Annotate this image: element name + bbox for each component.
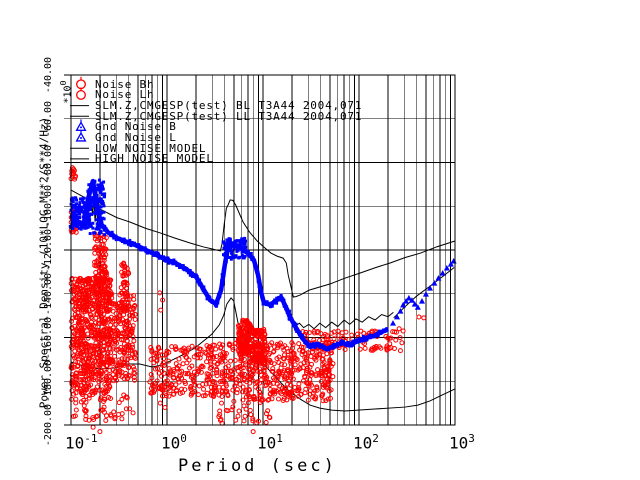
y-axis-multiplier: *100	[57, 74, 73, 110]
legend-label-low-noise-model: LOW NOISE MODEL	[95, 141, 207, 155]
y-axis-title: Power Spectral Density (10*LOG M**2/S**4…	[37, 116, 51, 409]
y-tick-label: -40.00	[43, 56, 54, 94]
x-tick-label: 100	[161, 432, 187, 453]
x-tick-label: 101	[257, 432, 283, 453]
y-axis-multiplier-exponent: 0	[58, 80, 68, 86]
x-tick-label: 102	[353, 432, 379, 453]
legend-label-gnd-noise-b: Gnd Noise B	[95, 120, 177, 134]
legend-symbol-noise-bh	[76, 76, 86, 90]
x-tick-label: 103	[449, 432, 475, 453]
series-noise-bh	[68, 165, 168, 435]
legend-label-noise-lh: Noise Lh	[95, 88, 155, 102]
legend-label-noise-bh: Noise Bh	[95, 77, 155, 91]
series-low-noise-model	[70, 297, 456, 412]
x-axis-title: Period (sec)	[178, 456, 337, 476]
x-tick-label: 10-1	[65, 432, 98, 453]
legend-symbol-gnd-noise-b	[75, 119, 87, 131]
legend-label-slm-ll: SLM.Z,CMGESP(test) LL T3A44 2004,071	[95, 109, 363, 123]
legend-label-slm-bl: SLM.Z,CMGESP(test) BL T3A44 2004,071	[95, 99, 363, 113]
legend-label-high-noise-model: HIGH NOISE MODEL	[95, 152, 214, 166]
legend-symbol-noise-lh	[76, 87, 86, 100]
series-gnd-noise-b	[68, 178, 389, 352]
y-axis-multiplier-base: *10	[62, 85, 74, 104]
legend-label-gnd-noise-l: Gnd Noise L	[95, 131, 177, 145]
legend-symbol-gnd-noise-l	[75, 130, 87, 142]
series-high-noise-model	[70, 189, 456, 298]
plot-frame	[70, 74, 456, 426]
